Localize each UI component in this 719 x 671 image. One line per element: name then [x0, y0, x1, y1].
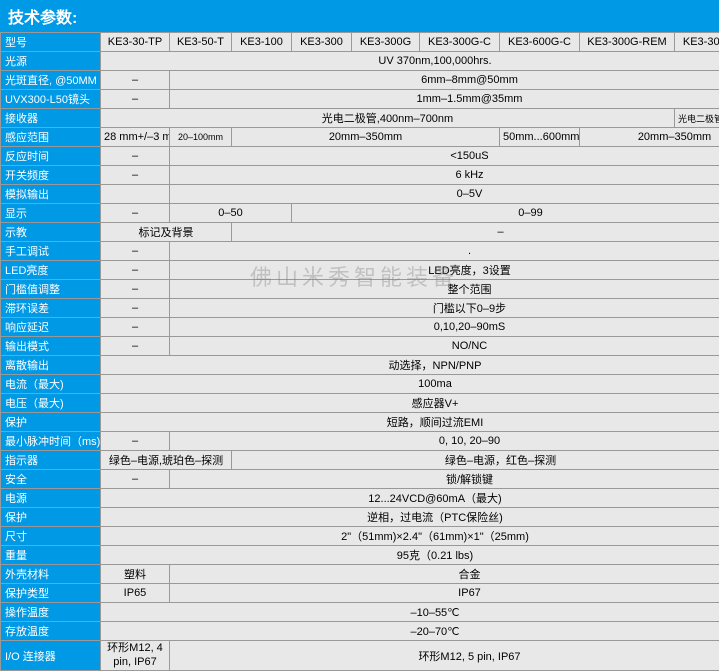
row-label: LED亮度: [1, 261, 101, 280]
row-label: 最小脉冲时间（ms): [1, 432, 101, 451]
col-header: KE3-30-TP: [101, 33, 170, 52]
cell: –: [101, 261, 170, 280]
row-label: 型号: [1, 33, 101, 52]
cell: 20mm–350mm: [232, 128, 500, 147]
cell: 合金: [170, 565, 719, 584]
row-label: 保护: [1, 413, 101, 432]
cell: 100ma: [101, 375, 719, 394]
row-label: 电流（最大): [1, 375, 101, 394]
cell: –: [101, 470, 170, 489]
cell: 28 mm+/–3 mm: [101, 128, 170, 147]
row-label: 显示: [1, 204, 101, 223]
row-label: 响应延迟: [1, 318, 101, 337]
cell: –: [101, 90, 170, 109]
cell: 0–99: [292, 204, 719, 223]
col-header: KE3-600G-C: [500, 33, 580, 52]
cell: 整个范围: [170, 280, 719, 299]
cell: 绿色–电源，红色–探测: [232, 451, 719, 470]
cell: –: [101, 280, 170, 299]
cell: 环形M12, 5 pin, IP67: [170, 641, 719, 671]
row-label: UVX300-L50镜头: [1, 90, 101, 109]
cell: 0–5V: [170, 185, 719, 204]
header-title: 技术参数:: [0, 0, 719, 32]
cell: LED亮度，3设置: [170, 261, 719, 280]
row-label: 安全: [1, 470, 101, 489]
cell: 2"（51mm)×2.4"（61mm)×1"（25mm): [101, 527, 719, 546]
row-label: 开关频度: [1, 166, 101, 185]
cell: –: [101, 147, 170, 166]
cell: 光电二极管,400nm–700nm: [101, 109, 675, 128]
cell: 门槛以下0–9步: [170, 299, 719, 318]
cell: –: [232, 223, 719, 242]
row-label: 输出模式: [1, 337, 101, 356]
row-label: 尺寸: [1, 527, 101, 546]
cell: –: [101, 432, 170, 451]
row-label: 光源: [1, 52, 101, 71]
row-label: 离散输出: [1, 356, 101, 375]
cell: 6mm–8mm@50mm: [170, 71, 719, 90]
cell: IP65: [101, 584, 170, 603]
row-label: 示教: [1, 223, 101, 242]
row-label: 指示器: [1, 451, 101, 470]
cell: 感应器V+: [101, 394, 719, 413]
cell: 50mm...600mm: [500, 128, 580, 147]
row-label: 门槛值调整: [1, 280, 101, 299]
cell: 1mm–1.5mm@35mm: [170, 90, 719, 109]
col-header: KE3-300G-C: [420, 33, 500, 52]
cell: 6 kHz: [170, 166, 719, 185]
cell: 锁/解锁键: [170, 470, 719, 489]
cell: 20mm–350mm: [580, 128, 719, 147]
row-label: 存放温度: [1, 622, 101, 641]
cell: 标记及背景: [101, 223, 232, 242]
col-header: KE3-300G-REM: [580, 33, 675, 52]
col-header: KE3-300G: [352, 33, 420, 52]
cell: 逆相，过电流（PTC保险丝): [101, 508, 719, 527]
cell: –: [101, 242, 170, 261]
row-label: 外壳材料: [1, 565, 101, 584]
cell: NO/NC: [170, 337, 719, 356]
row-label: 滞环误差: [1, 299, 101, 318]
cell: 塑料: [101, 565, 170, 584]
cell: .: [170, 242, 719, 261]
row-label: 重量: [1, 546, 101, 565]
cell: –: [101, 71, 170, 90]
cell: –: [101, 299, 170, 318]
cell: 0,10,20–90mS: [170, 318, 719, 337]
cell: 0–50: [170, 204, 292, 223]
spec-table: 型号 KE3-30-TP KE3-50-T KE3-100 KE3-300 KE…: [0, 32, 719, 671]
cell: 光电二极管,500nm–700nm: [675, 109, 719, 128]
cell: 短路，顺间过流EMI: [101, 413, 719, 432]
cell: –20–70℃: [101, 622, 719, 641]
col-header: KE3-300: [292, 33, 352, 52]
row-label: 保护: [1, 508, 101, 527]
cell: –: [101, 337, 170, 356]
row-label: 电压（最大): [1, 394, 101, 413]
row-label: 反应时间: [1, 147, 101, 166]
row-label: 手工调试: [1, 242, 101, 261]
col-header: KE3-50-T: [170, 33, 232, 52]
col-header: KE3-300G-FGC: [675, 33, 719, 52]
row-label: 光斑直径, @50MM: [1, 71, 101, 90]
cell: –: [101, 166, 170, 185]
cell: 环形M12, 4 pin, IP67: [101, 641, 170, 671]
cell: 0, 10, 20–90: [170, 432, 719, 451]
cell: 12...24VCD@60mA（最大): [101, 489, 719, 508]
row-label: 接收器: [1, 109, 101, 128]
cell: [101, 185, 170, 204]
cell: 绿色–电源,琥珀色–探测: [101, 451, 232, 470]
row-label: 模拟输出: [1, 185, 101, 204]
row-label: I/O 连接器: [1, 641, 101, 671]
row-label: 保护类型: [1, 584, 101, 603]
cell: <150uS: [170, 147, 719, 166]
row-label: 电源: [1, 489, 101, 508]
cell: 动选择，NPN/PNP: [101, 356, 719, 375]
cell: IP67: [170, 584, 719, 603]
cell: 95克（0.21 lbs): [101, 546, 719, 565]
row-label: 感应范围: [1, 128, 101, 147]
cell: 20–100mm: [170, 128, 232, 147]
cell: UV 370nm,100,000hrs.: [101, 52, 719, 71]
cell: –: [101, 318, 170, 337]
cell: –: [101, 204, 170, 223]
col-header: KE3-100: [232, 33, 292, 52]
